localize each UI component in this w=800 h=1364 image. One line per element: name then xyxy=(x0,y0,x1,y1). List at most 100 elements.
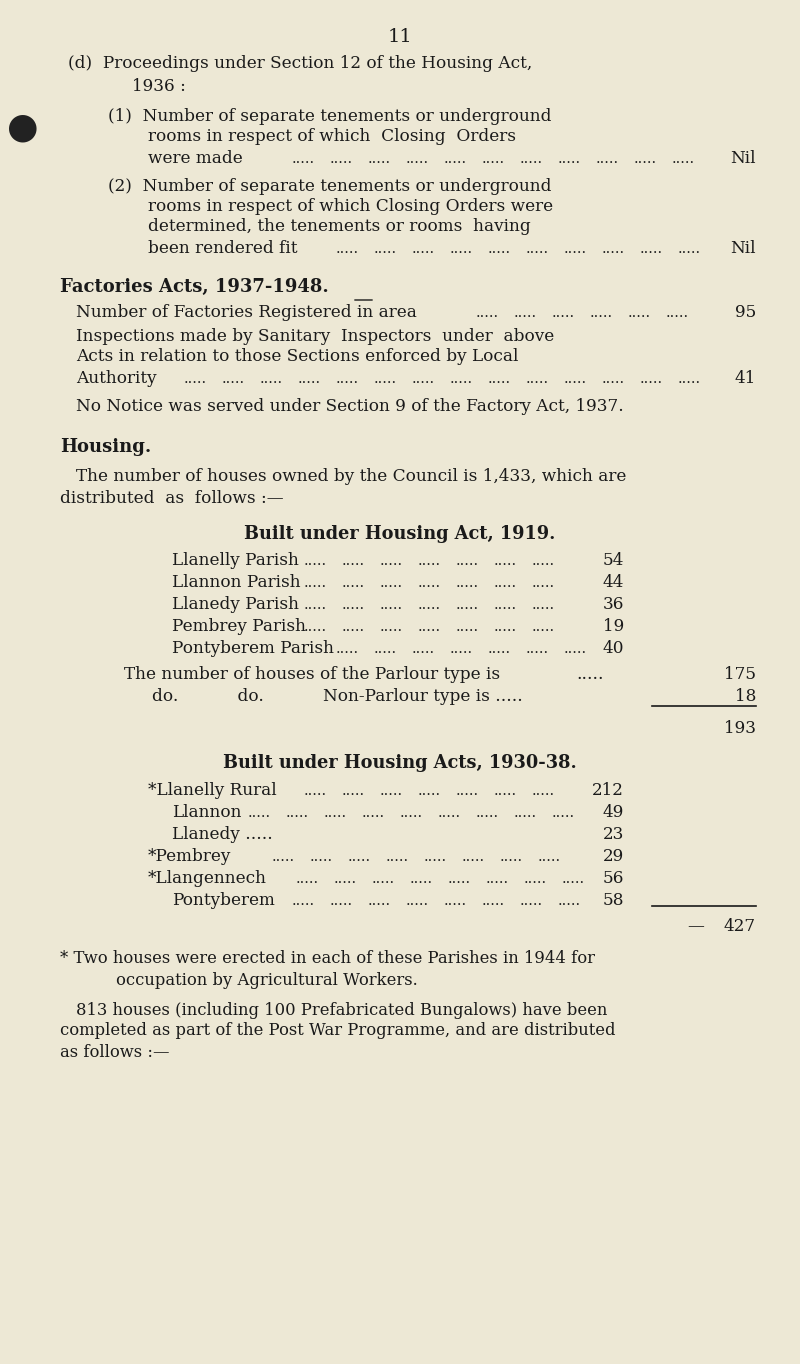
Text: .....: ..... xyxy=(640,372,663,386)
Text: 95: 95 xyxy=(734,304,756,321)
Text: 40: 40 xyxy=(602,640,624,657)
Text: .....: ..... xyxy=(304,784,327,798)
Text: occupation by Agricultural Workers.: occupation by Agricultural Workers. xyxy=(116,973,418,989)
Text: .....: ..... xyxy=(486,872,509,887)
Text: Inspections made by Sanitary  Inspectors  under  above: Inspections made by Sanitary Inspectors … xyxy=(76,327,554,345)
Text: Built under Housing Act, 1919.: Built under Housing Act, 1919. xyxy=(244,525,556,543)
Text: .....: ..... xyxy=(304,576,327,591)
Text: No Notice was served under Section 9 of the Factory Act, 1937.: No Notice was served under Section 9 of … xyxy=(76,398,624,415)
Text: .....: ..... xyxy=(526,241,549,256)
Text: .....: ..... xyxy=(296,872,319,887)
Text: .....: ..... xyxy=(482,151,505,166)
Text: The number of houses of the Parlour type is: The number of houses of the Parlour type… xyxy=(124,666,500,683)
Text: .....: ..... xyxy=(298,372,321,386)
Text: 36: 36 xyxy=(602,596,624,612)
Text: *Llangennech: *Llangennech xyxy=(148,870,267,887)
Text: .....: ..... xyxy=(412,642,435,656)
Text: .....: ..... xyxy=(450,372,473,386)
Text: .....: ..... xyxy=(380,621,403,634)
Text: .....: ..... xyxy=(272,850,295,863)
Text: 44: 44 xyxy=(602,574,624,591)
Text: *Pembrey: *Pembrey xyxy=(148,848,231,865)
Text: .....: ..... xyxy=(438,806,461,820)
Text: .....: ..... xyxy=(494,621,517,634)
Text: .....: ..... xyxy=(552,306,575,321)
Text: 193: 193 xyxy=(724,720,756,737)
Text: 23: 23 xyxy=(602,827,624,843)
Text: .....: ..... xyxy=(494,784,517,798)
Text: .....: ..... xyxy=(532,576,555,591)
Text: been rendered fit: been rendered fit xyxy=(148,240,298,256)
Text: .....: ..... xyxy=(184,372,207,386)
Text: .....: ..... xyxy=(406,151,429,166)
Text: .....: ..... xyxy=(418,784,441,798)
Text: .....: ..... xyxy=(500,850,523,863)
Text: .....: ..... xyxy=(418,621,441,634)
Text: .....: ..... xyxy=(368,151,391,166)
Text: .....: ..... xyxy=(260,372,283,386)
Text: .....: ..... xyxy=(456,554,479,567)
Text: .....: ..... xyxy=(602,241,625,256)
Text: Llannon: Llannon xyxy=(172,803,242,821)
Text: .....: ..... xyxy=(374,241,397,256)
Text: .....: ..... xyxy=(380,784,403,798)
Text: ●: ● xyxy=(6,110,38,145)
Text: 11: 11 xyxy=(388,29,412,46)
Text: .....: ..... xyxy=(412,372,435,386)
Text: .....: ..... xyxy=(418,554,441,567)
Text: 18: 18 xyxy=(734,687,756,705)
Text: .....: ..... xyxy=(564,241,587,256)
Text: .....: ..... xyxy=(342,576,365,591)
Text: .....: ..... xyxy=(450,642,473,656)
Text: .....: ..... xyxy=(334,872,357,887)
Text: 56: 56 xyxy=(602,870,624,887)
Text: Llannon Parish: Llannon Parish xyxy=(172,574,301,591)
Text: Acts in relation to those Sections enforced by Local: Acts in relation to those Sections enfor… xyxy=(76,348,518,366)
Text: 1936 :: 1936 : xyxy=(132,78,186,95)
Text: rooms in respect of which  Closing  Orders: rooms in respect of which Closing Orders xyxy=(148,128,516,145)
Text: 427: 427 xyxy=(724,918,756,934)
Text: 49: 49 xyxy=(602,803,624,821)
Text: .....: ..... xyxy=(324,806,347,820)
Text: .....: ..... xyxy=(476,306,499,321)
Text: The number of houses owned by the Council is 1,433, which are: The number of houses owned by the Counci… xyxy=(76,468,626,486)
Text: .....: ..... xyxy=(532,784,555,798)
Text: .....: ..... xyxy=(342,784,365,798)
Text: .....: ..... xyxy=(456,597,479,612)
Text: .....: ..... xyxy=(526,372,549,386)
Text: .....: ..... xyxy=(410,872,433,887)
Text: .....: ..... xyxy=(488,372,511,386)
Text: .....: ..... xyxy=(672,151,695,166)
Text: 212: 212 xyxy=(592,782,624,799)
Text: .....: ..... xyxy=(304,554,327,567)
Text: .....: ..... xyxy=(462,850,485,863)
Text: .....: ..... xyxy=(558,893,581,908)
Text: .....: ..... xyxy=(374,642,397,656)
Text: distributed  as  follows :—: distributed as follows :— xyxy=(60,490,284,507)
Text: .....: ..... xyxy=(564,642,587,656)
Text: .....: ..... xyxy=(222,372,245,386)
Text: Llanedy .....: Llanedy ..... xyxy=(172,827,273,843)
Text: Nil: Nil xyxy=(730,240,756,256)
Text: .....: ..... xyxy=(348,850,371,863)
Text: —: — xyxy=(687,918,705,934)
Text: 813 houses (including 100 Prefabricated Bungalows) have been: 813 houses (including 100 Prefabricated … xyxy=(76,1003,607,1019)
Text: .....: ..... xyxy=(628,306,651,321)
Text: .....: ..... xyxy=(372,872,395,887)
Text: * Two houses were erected in each of these Parishes in 1944 for: * Two houses were erected in each of the… xyxy=(60,949,595,967)
Text: .....: ..... xyxy=(444,893,467,908)
Text: were made: were made xyxy=(148,150,242,166)
Text: .....: ..... xyxy=(562,872,585,887)
Text: .....: ..... xyxy=(248,806,271,820)
Text: .....: ..... xyxy=(514,306,537,321)
Text: 29: 29 xyxy=(602,848,624,865)
Text: .....: ..... xyxy=(456,621,479,634)
Text: .....: ..... xyxy=(448,872,471,887)
Text: .....: ..... xyxy=(380,576,403,591)
Text: .....: ..... xyxy=(640,241,663,256)
Text: Pontyberem Parish: Pontyberem Parish xyxy=(172,640,334,657)
Text: .....: ..... xyxy=(494,576,517,591)
Text: .....: ..... xyxy=(524,872,547,887)
Text: Llanelly Parish: Llanelly Parish xyxy=(172,552,299,569)
Text: Nil: Nil xyxy=(730,150,756,166)
